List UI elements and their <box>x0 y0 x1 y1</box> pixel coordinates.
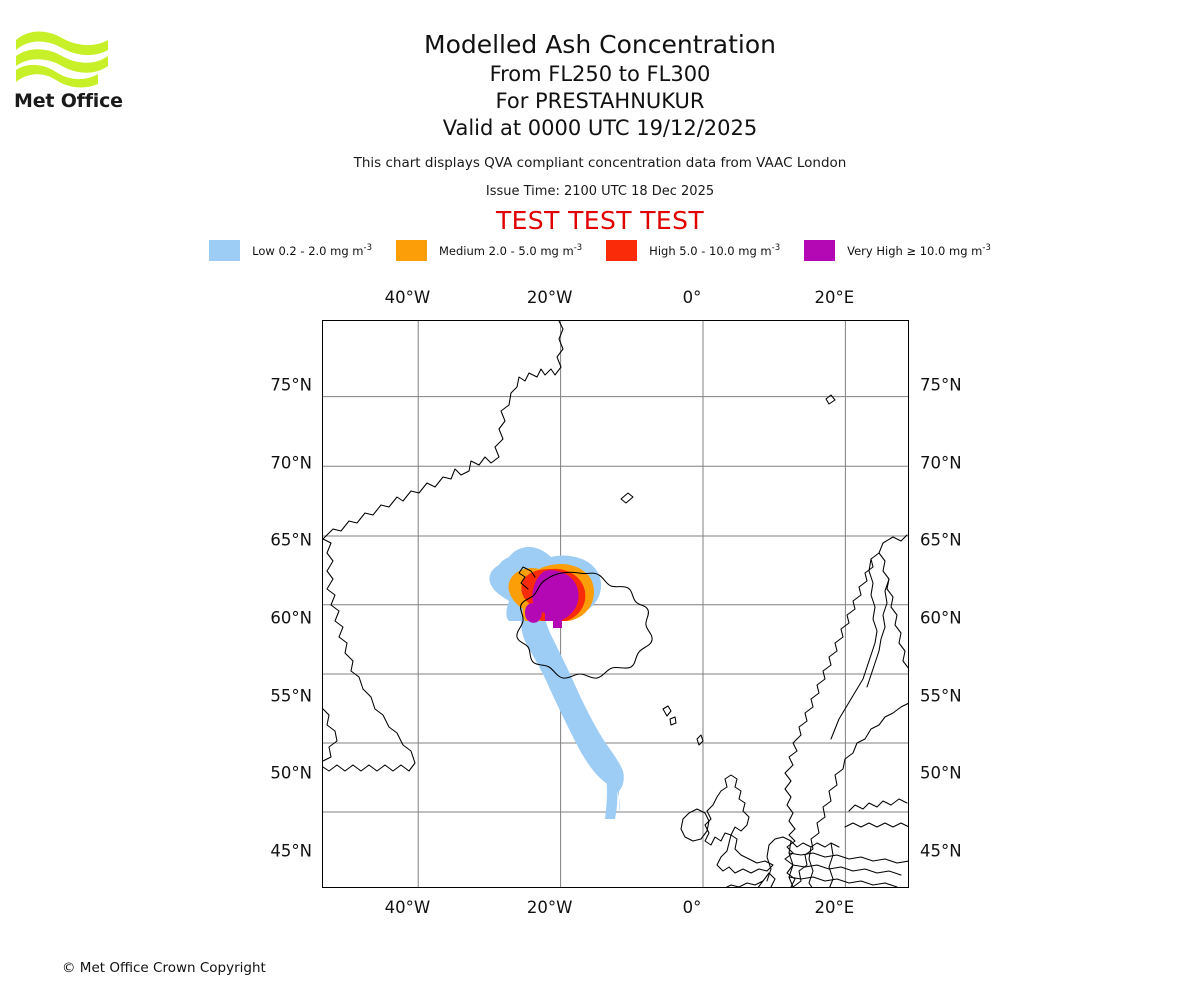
issue-time: Issue Time: 2100 UTC 18 Dec 2025 <box>485 184 715 199</box>
coastline-britain-south <box>716 834 774 874</box>
chart-header: Modelled Ash Concentration From FL250 to… <box>0 28 1200 236</box>
legend-swatch-high <box>606 240 638 261</box>
lat-label-left-0: 75°N <box>270 375 312 395</box>
lon-label-top-1: 20°W <box>526 288 573 307</box>
legend-swatch-low <box>209 240 241 261</box>
border-europe-7 <box>788 876 898 887</box>
legend-swatch-medium <box>395 240 427 261</box>
legend-item-low: Low 0.2 - 2.0 mg m-3 <box>209 240 372 261</box>
coastline-faroe-2 <box>669 716 677 726</box>
coastline-baltic-south <box>844 822 908 828</box>
legend-item-medium: Medium 2.0 - 5.0 mg m-3 <box>395 240 583 261</box>
lat-label-right-0: 75°N <box>920 375 962 395</box>
coastline-sweden-denmark <box>792 702 908 887</box>
border-europe-5 <box>788 852 908 864</box>
qva-note: This chart displays QVA compliant concen… <box>353 155 847 171</box>
lat-label-left-3: 60°N <box>270 608 312 628</box>
lon-label-top-3: 20°E <box>814 288 855 307</box>
lat-label-left-2: 65°N <box>270 530 312 550</box>
border-europe-4 <box>766 844 772 882</box>
valid-time-subtitle: Valid at 0000 UTC 19/12/2025 <box>442 116 758 140</box>
lon-label-bottom-0: 40°W <box>384 898 431 917</box>
border-europe-3 <box>828 842 834 887</box>
flight-level-subtitle: From FL250 to FL300 <box>489 62 711 86</box>
coastline-ireland <box>680 808 710 842</box>
coastline-norway <box>784 534 908 830</box>
coastline-greenland <box>323 321 564 540</box>
met-office-logo: Met Office <box>14 26 134 116</box>
plume-very-high-lobe <box>525 603 542 623</box>
coastline-europe-north <box>768 836 840 848</box>
ash-plume <box>489 547 624 819</box>
legend-label-high: High 5.0 - 10.0 mg m-3 <box>649 242 781 258</box>
lat-label-right-3: 60°N <box>920 608 962 628</box>
met-office-logo-text: Met Office <box>14 90 123 112</box>
coastline-greenland-inlets <box>323 708 338 762</box>
ash-concentration-map <box>322 320 909 888</box>
lat-label-right-1: 70°N <box>920 453 962 473</box>
coastline-finland-russia <box>878 552 908 669</box>
coastline-faroe <box>662 705 672 717</box>
lon-label-bottom-3: 20°E <box>814 898 855 917</box>
lon-label-bottom-1: 20°W <box>526 898 573 917</box>
location-subtitle: For PRESTAHNUKUR <box>495 89 705 113</box>
coastline-baltic <box>848 798 908 812</box>
test-banner: TEST TEST TEST <box>495 206 705 235</box>
coastline-france-iberia <box>725 872 776 887</box>
lat-label-left-5: 50°N <box>270 763 312 783</box>
coastline-britain <box>704 774 750 846</box>
map-canvas <box>323 321 908 887</box>
legend-swatch-very-high <box>804 240 836 261</box>
map-coastlines <box>323 321 908 887</box>
lat-label-left-6: 45°N <box>270 841 312 861</box>
lat-label-right-2: 65°N <box>920 530 962 550</box>
border-norway-sweden <box>830 558 878 740</box>
legend-label-low: Low 0.2 - 2.0 mg m-3 <box>252 242 372 258</box>
lat-label-right-6: 45°N <box>920 841 962 861</box>
legend-label-very-high: Very High ≥ 10.0 mg m-3 <box>847 242 991 258</box>
coastline-iceland <box>516 571 653 679</box>
border-europe-6 <box>792 864 902 876</box>
border-europe-2 <box>808 846 814 887</box>
copyright-notice: © Met Office Crown Copyright <box>62 960 266 976</box>
coastline-iceland-fjords <box>518 566 536 590</box>
lat-label-left-4: 55°N <box>270 686 312 706</box>
plume-very-high <box>532 570 579 628</box>
legend-item-very-high: Very High ≥ 10.0 mg m-3 <box>804 240 991 261</box>
map-gridlines <box>323 321 908 887</box>
border-sweden-finland <box>866 578 890 688</box>
coastline-norway-fjords <box>784 828 796 887</box>
coastline-greenland-south <box>323 538 416 772</box>
lat-label-left-1: 70°N <box>270 453 312 473</box>
legend-label-medium: Medium 2.0 - 5.0 mg m-3 <box>438 242 583 258</box>
legend-item-high: High 5.0 - 10.0 mg m-3 <box>606 240 780 261</box>
coastline-svalbard <box>825 394 836 405</box>
lat-label-right-5: 50°N <box>920 763 962 783</box>
lon-label-top-2: 0° <box>682 288 702 307</box>
page-title: Modelled Ash Concentration <box>424 30 776 59</box>
coastline-jan-mayen <box>620 492 634 504</box>
lon-label-bottom-2: 0° <box>682 898 702 917</box>
plume-low-tail <box>523 621 618 819</box>
coastline-shetland <box>696 734 704 746</box>
concentration-legend: Low 0.2 - 2.0 mg m-3 Medium 2.0 - 5.0 mg … <box>0 240 1200 261</box>
lat-label-right-4: 55°N <box>920 686 962 706</box>
lon-label-top-0: 40°W <box>384 288 431 307</box>
met-office-wave-mark <box>16 31 108 88</box>
map-frame <box>322 320 909 888</box>
